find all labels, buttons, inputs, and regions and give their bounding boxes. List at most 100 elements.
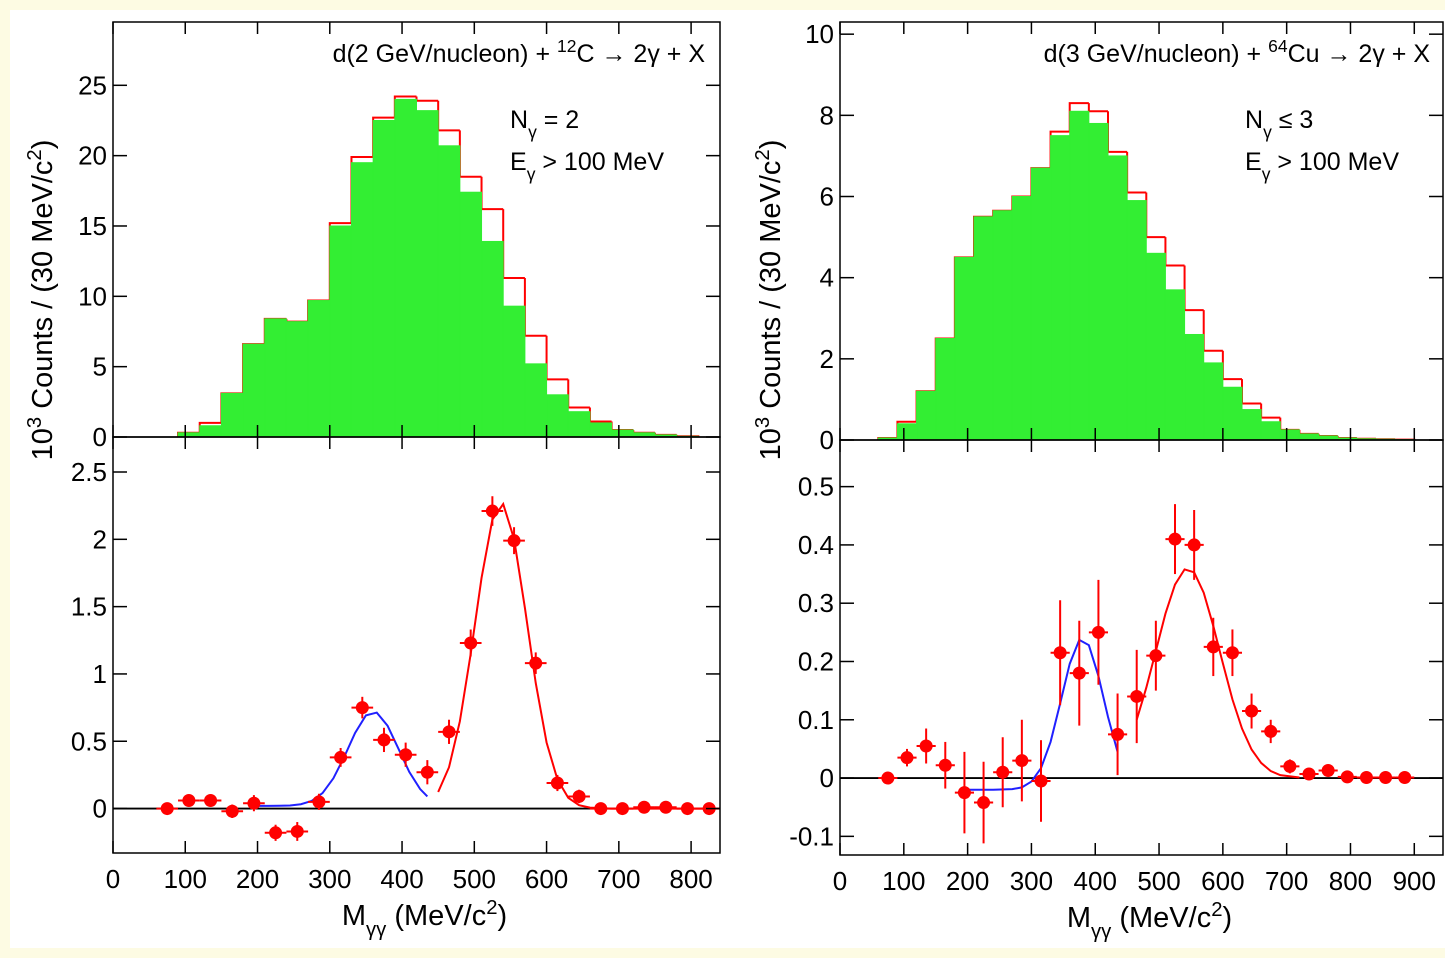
plot-area (877, 102, 1416, 440)
data-point (957, 786, 971, 800)
x-tick-label: 100 (164, 864, 207, 894)
data-point (312, 795, 326, 809)
data-point (1130, 689, 1144, 703)
y-tick-label: 1.5 (71, 592, 107, 622)
data-point (1072, 666, 1086, 680)
data-point (1283, 759, 1297, 773)
histogram-bar (1088, 122, 1109, 440)
histogram-bar (481, 240, 504, 437)
data-point (572, 789, 586, 803)
text-segment: ) (27, 140, 59, 150)
x-tick-label: 300 (308, 864, 351, 894)
plot-area (177, 95, 700, 437)
histogram-bar (1145, 252, 1166, 440)
data-point (1053, 646, 1067, 660)
histogram-bar (973, 216, 994, 440)
annotation: Nγ ≤ 3 (1245, 106, 1313, 142)
data-point (334, 750, 348, 764)
histogram-bar (264, 318, 287, 437)
y-tick-label: 5 (93, 352, 107, 382)
histogram-bar (1203, 362, 1224, 440)
y-tick-label: 0.1 (798, 705, 834, 735)
data-point (269, 826, 283, 840)
x-tick-label: 800 (669, 864, 712, 894)
text-segment: > 100 MeV (1270, 148, 1399, 176)
text-segment: 3 (752, 417, 774, 428)
histogram-bar (1279, 429, 1300, 440)
data-point (881, 771, 895, 785)
data-point (529, 656, 543, 670)
text-segment: 64 (1268, 36, 1288, 56)
y-tick-label: 0.4 (798, 530, 834, 560)
x-tick-label: 400 (380, 864, 423, 894)
text-segment: N (510, 106, 528, 134)
data-point (1034, 774, 1048, 788)
y-tick-label: 0 (820, 425, 834, 455)
figure-background (10, 10, 1445, 948)
y-tick-label: 0.5 (71, 726, 107, 756)
plot-frame (112, 436, 721, 854)
histogram-bar (916, 390, 937, 440)
text-segment: γ (528, 122, 537, 142)
data-point (1149, 649, 1163, 663)
data-point (247, 796, 261, 810)
data-point (182, 793, 196, 807)
text-segment: ≤ 3 (1272, 106, 1314, 134)
data-point (1091, 625, 1105, 639)
data-point (377, 733, 391, 747)
histogram-bar (954, 256, 975, 440)
data-point (507, 534, 521, 548)
data-point (1187, 538, 1201, 552)
y-tick-label: 25 (78, 70, 107, 100)
text-segment: (MeV/c (386, 900, 486, 932)
x-tick-label: 100 (882, 866, 925, 896)
histogram-bar (1164, 289, 1186, 440)
text-segment: Counts / (30 MeV/c (755, 161, 787, 417)
data-point (399, 748, 413, 762)
text-segment: M (342, 900, 366, 932)
text-segment: d(2 GeV/nucleon) + (333, 40, 557, 68)
data-point (919, 739, 933, 753)
y-tick-label: 10 (78, 281, 107, 311)
text-segment: γ (527, 164, 536, 184)
histogram-bar (611, 429, 634, 437)
histogram-bar (502, 305, 526, 437)
y-tick-label: 1 (93, 659, 107, 689)
histogram-bar (1222, 386, 1243, 440)
y-tick-label: 2 (820, 344, 834, 374)
x-tick-label: 200 (946, 866, 989, 896)
histogram-bar (1030, 167, 1052, 440)
y-tick-label: 8 (820, 100, 834, 130)
data-point (420, 765, 434, 779)
y-tick-label: 10 (805, 19, 834, 49)
histogram-bar (546, 394, 569, 437)
text-segment: 2 (752, 149, 774, 160)
data-point (1321, 763, 1335, 777)
histogram-bar (1050, 135, 1071, 440)
histogram-bar (416, 110, 439, 437)
text-segment: E (1245, 148, 1262, 176)
data-point (355, 701, 369, 715)
y-tick-label: 0 (820, 763, 834, 793)
data-point (550, 776, 564, 790)
x-tick-label: 0 (833, 866, 847, 896)
histogram-bar (220, 392, 244, 437)
text-segment: 2 (1211, 899, 1222, 921)
x-tick-label: 600 (525, 864, 568, 894)
annotation: Nγ = 2 (510, 106, 579, 142)
text-segment: 3 (24, 417, 46, 428)
text-segment: 12 (557, 36, 576, 56)
plot-area (840, 504, 1443, 844)
data-point (680, 802, 694, 816)
histogram-bar (567, 411, 591, 437)
y-tick-label: -0.1 (789, 821, 834, 851)
histogram-bar (896, 423, 918, 440)
data-point (485, 504, 499, 518)
histogram-bar (992, 210, 1013, 440)
histogram-bar (1069, 110, 1090, 440)
y-tick-label: 0 (93, 794, 107, 824)
data-point (615, 802, 629, 816)
data-point (637, 800, 651, 814)
data-point (659, 800, 673, 814)
